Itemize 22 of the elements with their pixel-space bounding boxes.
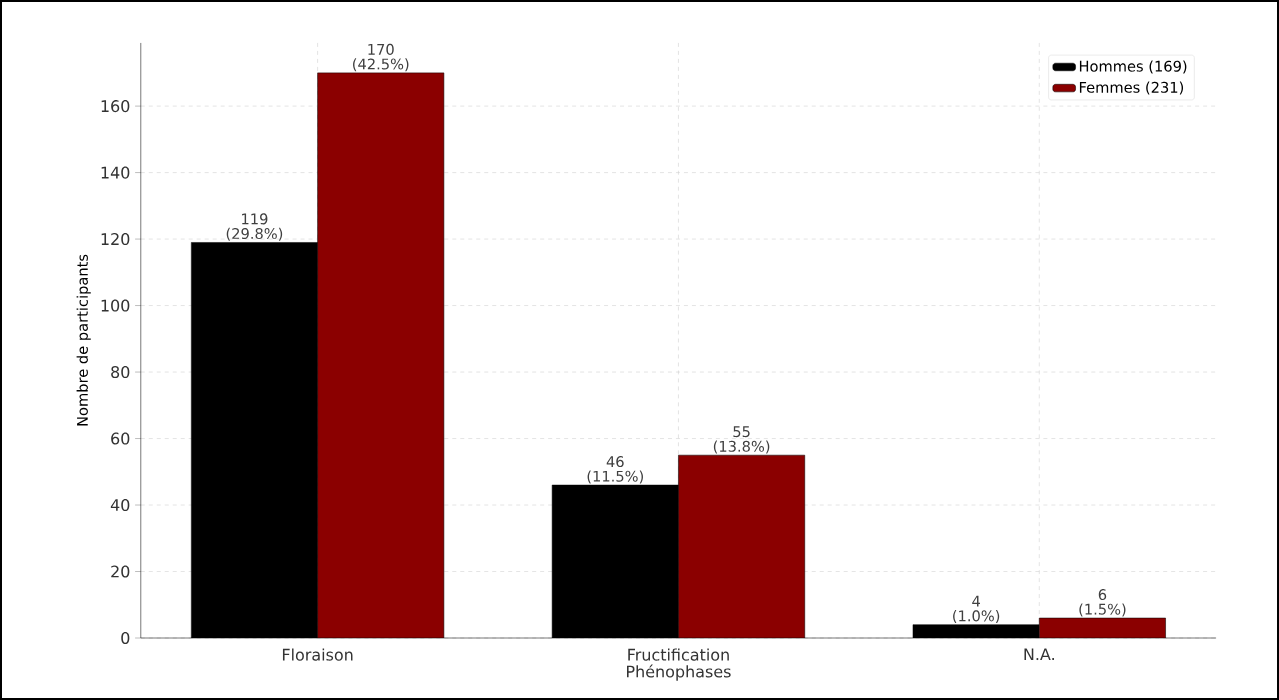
- x-axis-title: Phénophases: [627, 664, 731, 681]
- legend-label: Femmes (231): [1079, 81, 1184, 95]
- y-axis-title: Nombre de participants: [76, 254, 91, 426]
- y-tick-label: 100: [101, 299, 130, 312]
- data-label: 170 (42.5%): [353, 43, 409, 72]
- x-tick-label: Floraison: [282, 648, 353, 661]
- y-tick-label: 160: [101, 100, 130, 113]
- y-tick-label: 140: [101, 166, 130, 179]
- y-tick-label: 40: [110, 499, 130, 512]
- y-tick-label: 0: [121, 632, 130, 645]
- y-tick-label: 80: [111, 366, 130, 379]
- y-tick-label: 20: [111, 565, 130, 578]
- data-label: 6 (1.5%): [1079, 589, 1126, 617]
- y-tick-label: 60: [111, 432, 130, 445]
- data-label: 46 (11.5%): [587, 456, 643, 484]
- data-label: 4 (1.0%): [953, 595, 1000, 624]
- data-label: 55 (13.8%): [713, 426, 770, 454]
- x-tick-label: N.A.: [1024, 648, 1054, 661]
- x-tick-label: Fructification: [628, 648, 729, 661]
- y-tick-label: 120: [101, 233, 130, 246]
- data-label: 119 (29.8%): [226, 213, 283, 241]
- legend-label: Hommes (169): [1079, 60, 1187, 74]
